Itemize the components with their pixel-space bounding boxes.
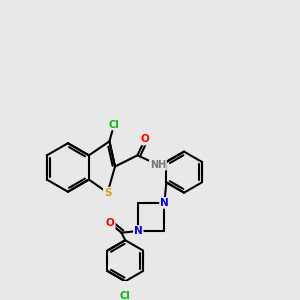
Text: O: O bbox=[140, 134, 149, 145]
Text: O: O bbox=[106, 218, 115, 228]
Text: Cl: Cl bbox=[109, 119, 119, 130]
Text: NH: NH bbox=[150, 160, 166, 170]
Text: N: N bbox=[160, 198, 169, 208]
Text: N: N bbox=[134, 226, 143, 236]
Text: S: S bbox=[104, 188, 111, 198]
Text: Cl: Cl bbox=[120, 291, 130, 300]
